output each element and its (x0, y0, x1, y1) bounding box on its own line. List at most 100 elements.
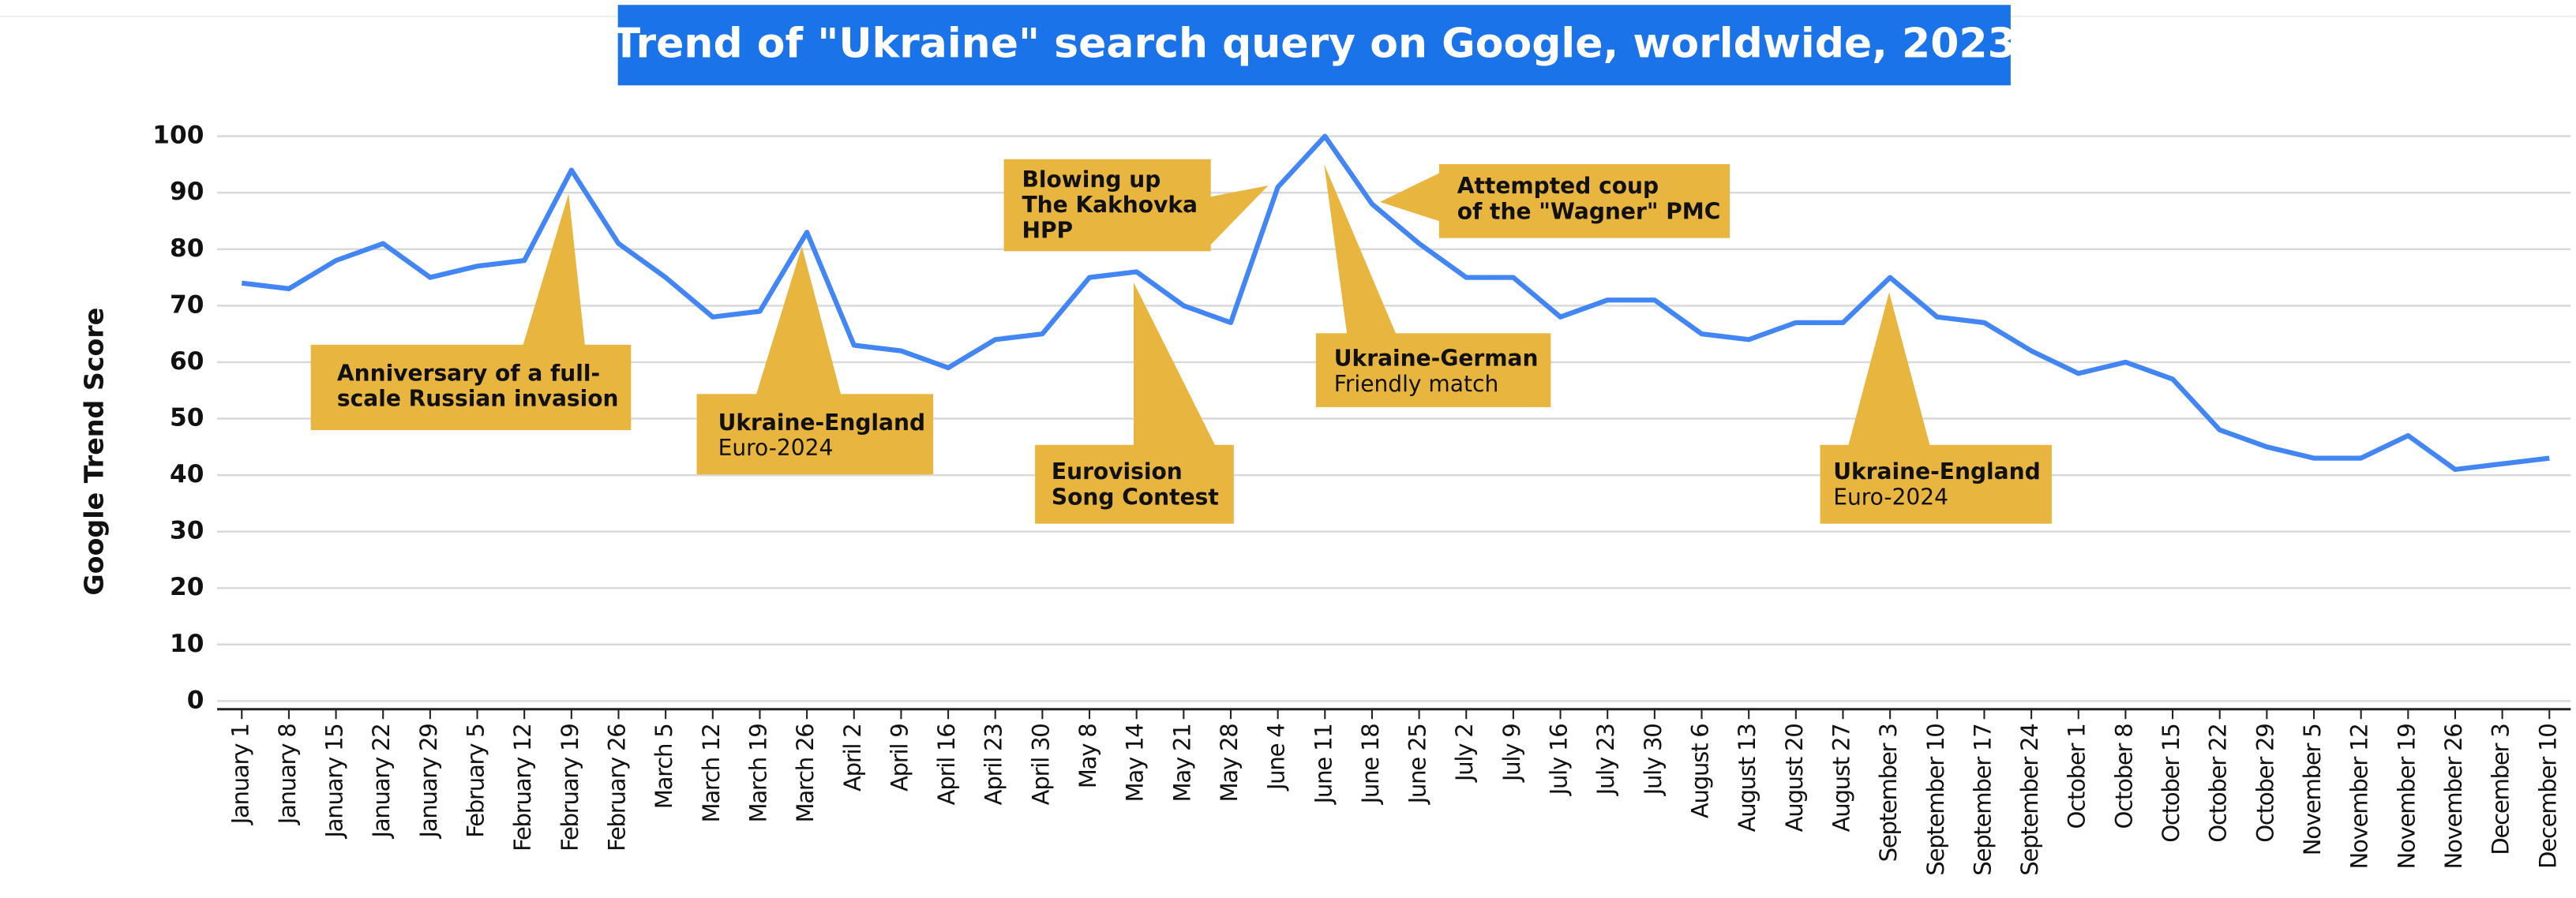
x-tick-label: May 8 (1074, 724, 1101, 788)
x-tick-label: April 9 (886, 724, 913, 791)
trend-line (241, 133, 2550, 473)
x-tick-label: September 24 (2016, 724, 2043, 875)
annotation-title: Ukraine-England (1833, 458, 2041, 485)
x-tick-label: December 10 (2534, 724, 2561, 869)
x-tick-label: January 22 (368, 724, 395, 839)
x-tick-label: May 21 (1168, 724, 1195, 802)
annotation-title: The Kakhovka (1022, 192, 1198, 218)
x-tick-label: May 28 (1216, 724, 1243, 802)
y-tick-label: 20 (170, 573, 204, 601)
x-tick-label: July 30 (1640, 724, 1667, 796)
x-tick-label: August 20 (1781, 724, 1808, 832)
y-tick-label: 60 (170, 347, 204, 376)
y-tick-label: 50 (170, 404, 204, 432)
x-tick-label: April 16 (933, 724, 960, 805)
x-tick-label: October 22 (2205, 724, 2232, 842)
x-tick-label: March 26 (792, 724, 819, 822)
annotation-title: Attempted coup (1457, 173, 1659, 199)
x-tick-label: July 16 (1546, 724, 1573, 796)
x-tick-label: June 18 (1357, 724, 1384, 805)
annotation-title: scale Russian invasion (337, 386, 619, 412)
x-tick-label: March 12 (698, 724, 725, 822)
y-tick-label: 30 (170, 517, 204, 545)
x-tick-label: September 17 (1969, 724, 1996, 875)
y-tick-label: 80 (170, 234, 204, 263)
title-box (617, 5, 2011, 86)
annotation-pointer (1847, 292, 1930, 447)
annotation-pointer (1380, 172, 1441, 222)
annotation-pointer (756, 246, 842, 396)
annotation-text: Euro-2024 (1833, 484, 1948, 510)
x-tick-label: November 19 (2393, 724, 2420, 869)
y-tick-label: 90 (170, 178, 204, 206)
x-tick-label: October 8 (2110, 724, 2137, 829)
chart-title: Trend of "Ukraine" search query on Googl… (613, 20, 2016, 67)
annotation-title: Blowing up (1022, 167, 1161, 193)
y-tick-label: 70 (170, 290, 204, 319)
x-tick-label: February 26 (603, 724, 630, 851)
x-tick-label: February 5 (463, 724, 489, 837)
x-tick-label: June 25 (1404, 724, 1431, 805)
x-tick-label: August 27 (1828, 724, 1854, 832)
annotation-pointer (1324, 164, 1397, 335)
x-tick-label: October 1 (2064, 724, 2090, 829)
x-tick-label: November 12 (2346, 724, 2373, 869)
annotation-pointer (523, 193, 586, 346)
x-tick-label: March 19 (744, 724, 771, 822)
x-tick-label: February 12 (509, 724, 536, 851)
x-tick-label: January 1 (227, 724, 253, 825)
x-tick-label: July 9 (1498, 724, 1525, 783)
annotation-box (1438, 164, 1730, 238)
x-tick-label: July 23 (1592, 724, 1619, 796)
y-tick-label: 40 (170, 460, 204, 488)
y-tick-label: 0 (187, 686, 204, 714)
x-tick-label: September 10 (1922, 724, 1949, 875)
x-tick-label: August 6 (1687, 724, 1714, 818)
annotation-text: Euro-2024 (718, 435, 834, 461)
annotation-pointer (1133, 282, 1216, 447)
annotation: Anniversary of a full-scale Russian inva… (310, 193, 632, 431)
annotation-text: Friendly match (1334, 371, 1499, 397)
x-tick-label: May 14 (1122, 724, 1149, 802)
annotation-box (310, 344, 632, 431)
x-tick-label: February 19 (557, 724, 583, 851)
annotation-box (1035, 444, 1234, 524)
annotation-title: Ukraine-England (718, 410, 926, 436)
y-tick-label: 100 (152, 122, 204, 150)
x-tick-label: September 3 (1875, 724, 1902, 862)
x-tick-label: April 2 (839, 724, 866, 791)
annotation-title: HPP (1022, 217, 1073, 243)
annotation-box (1003, 159, 1211, 252)
x-tick-label: January 8 (274, 724, 301, 825)
x-tick-label: March 5 (651, 724, 677, 809)
annotation-title: Song Contest (1052, 484, 1219, 510)
annotation-title: Anniversary of a full- (337, 360, 600, 386)
x-tick-label: October 29 (2252, 724, 2278, 842)
annotation-box (1315, 333, 1551, 407)
x-tick-label: August 13 (1734, 724, 1760, 832)
x-tick-label: April 30 (1027, 724, 1054, 805)
annotation-title: Ukraine-German (1334, 346, 1539, 372)
x-tick-label: November 5 (2299, 724, 2326, 855)
x-tick-label: July 2 (1451, 724, 1478, 783)
x-tick-label: June 4 (1263, 724, 1290, 791)
x-tick-label: January 29 (415, 724, 442, 839)
x-tick-label: December 3 (2488, 724, 2514, 855)
x-tick-label: November 26 (2440, 724, 2467, 869)
x-tick-label: January 15 (321, 724, 348, 839)
y-tick-label: 10 (170, 630, 204, 658)
annotation-box (1820, 444, 2052, 524)
annotation-title: of the "Wagner" PMC (1457, 198, 1721, 224)
annotation-title: Eurovision (1052, 458, 1183, 485)
x-tick-label: October 15 (2158, 724, 2184, 842)
x-tick-label: April 23 (981, 724, 1007, 805)
annotation-box (696, 394, 934, 475)
x-tick-label: June 11 (1310, 724, 1337, 805)
